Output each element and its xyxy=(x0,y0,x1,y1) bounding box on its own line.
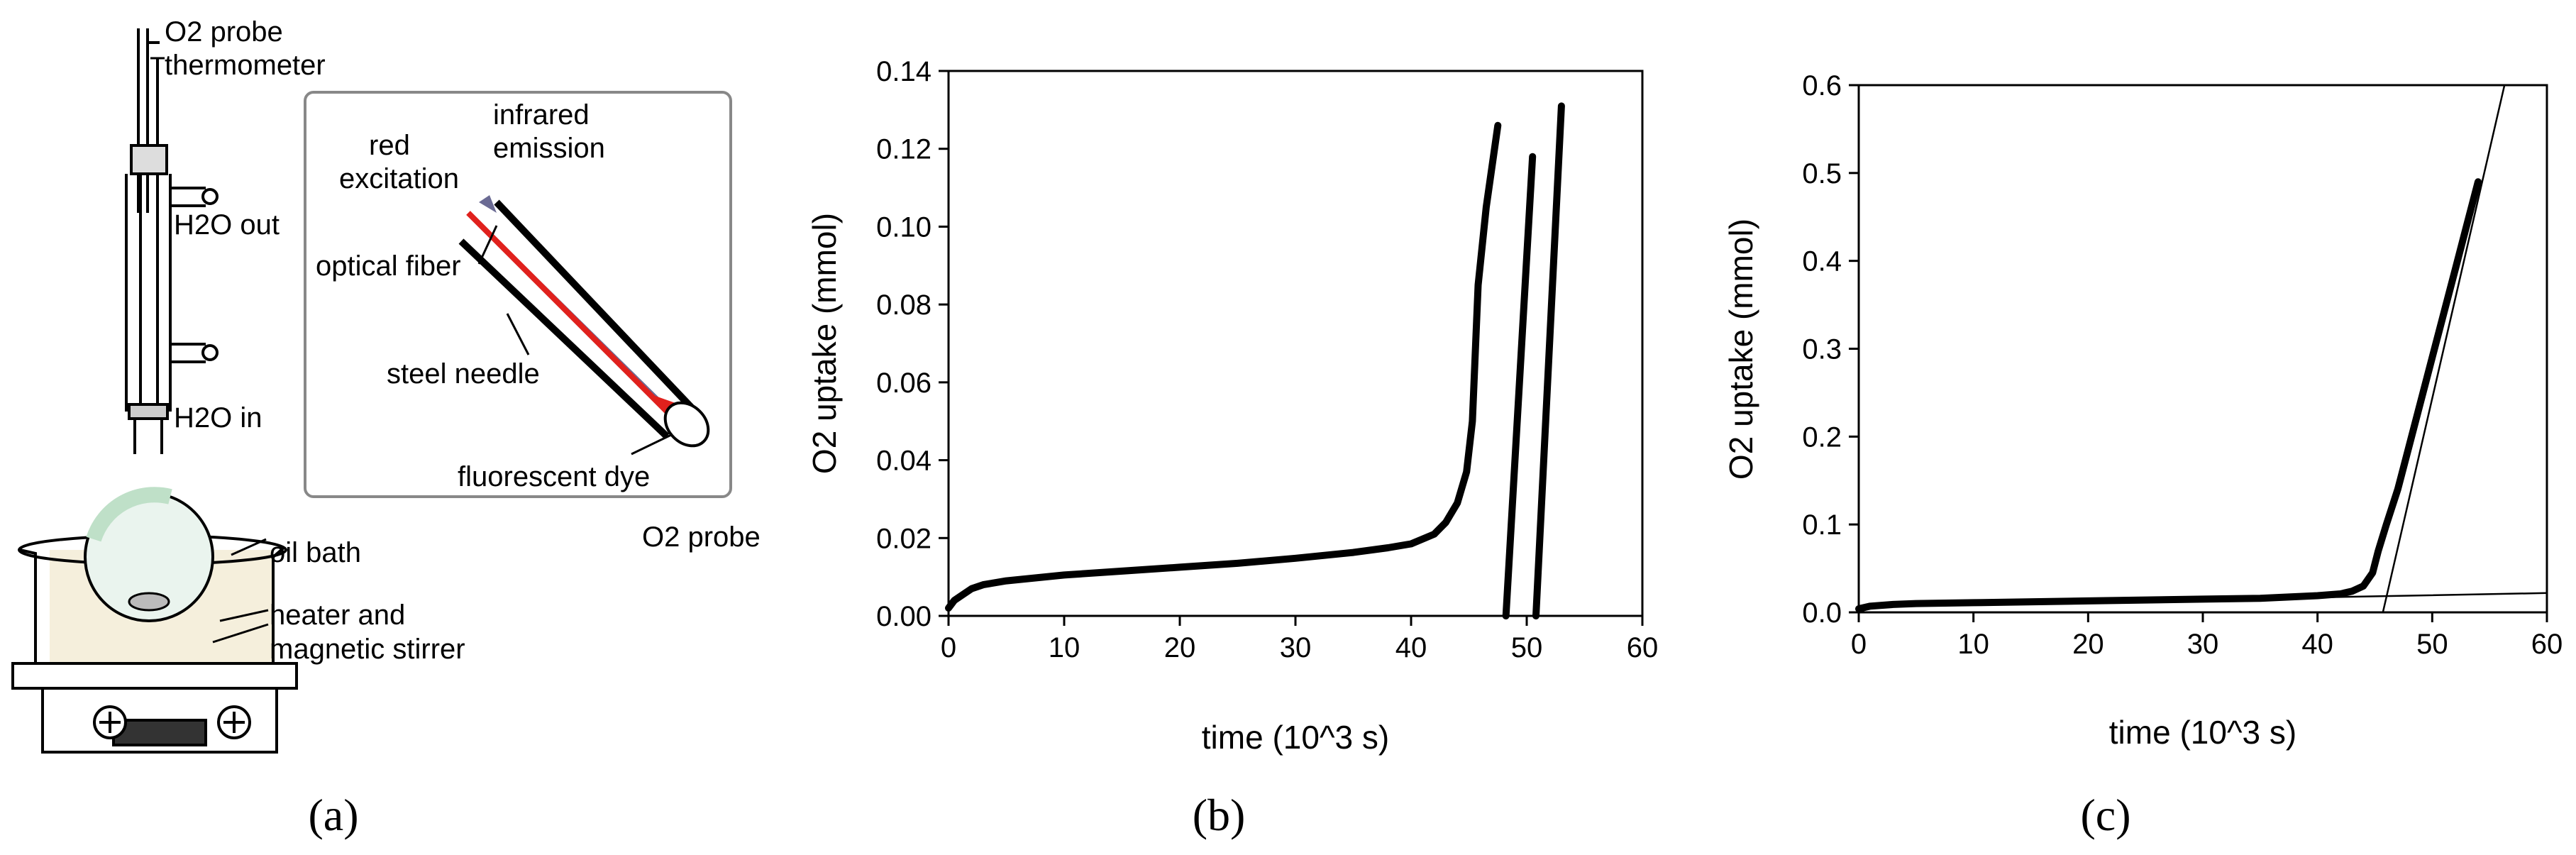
chart-c-y-tick-label: 0.5 xyxy=(1802,158,1842,189)
chart-b-y-tick-label: 0.00 xyxy=(876,601,932,632)
panel-a: O2 probe thermometer H2O out H2O in oil … xyxy=(11,16,761,840)
panel-letter-b: (b) xyxy=(1193,790,1246,840)
chart-c-y-tick-label: 0.2 xyxy=(1802,421,1842,453)
chart-b-y-tick-label: 0.12 xyxy=(876,134,932,165)
chart-b-x-tick-label: 40 xyxy=(1395,632,1427,663)
chart-c-series-2-line xyxy=(1857,592,2548,607)
chart-b-x-tick-label: 20 xyxy=(1164,632,1196,663)
inset-caption: O2 probe xyxy=(642,522,761,553)
chart-b-y-axis-title: O2 uptake (mmol) xyxy=(806,213,843,474)
label-heater-line2: magnetic stirrer xyxy=(270,634,465,665)
label-heater-line1: heater and xyxy=(270,600,405,631)
chart-c-ticks: 0 10 20 30 40 50 60 0.0 0.1 0.2 0.3 0.4 0.5 0.6 xyxy=(1802,70,2563,660)
chart-b-y-tick-label: 0.14 xyxy=(876,56,932,87)
chart-c-y-tick-label: 0.1 xyxy=(1802,509,1842,541)
chart-b-y-tick-label: 0.06 xyxy=(876,368,932,399)
chart-b: 0 10 20 30 40 50 60 0.00 0.02 0.04 0.06 0.08 0.10 0.1… xyxy=(806,56,1658,840)
chart-c-y-tick-label: 0.4 xyxy=(1802,246,1842,277)
apparatus-flask xyxy=(84,487,214,622)
chart-c-y-tick-label: 0.3 xyxy=(1802,334,1842,365)
apparatus-heater xyxy=(11,662,298,754)
chart-c-y-axis-title: O2 uptake (mmol) xyxy=(1723,219,1759,480)
chart-b-series-2-line xyxy=(1502,153,1537,619)
chart-c-x-tick-label: 0 xyxy=(1851,629,1867,660)
chart-b-ticks: 0 10 20 30 40 50 60 0.00 0.02 0.04 0.06 0.08 0.10 0.1… xyxy=(876,56,1658,663)
inset-needle-drawing xyxy=(458,195,710,448)
chart-c-x-tick-label: 40 xyxy=(2301,629,2333,660)
inset-label-optical-fiber: optical fiber xyxy=(316,250,461,282)
chart-c-x-tick-label: 30 xyxy=(2187,629,2219,660)
chart-b-x-tick-label: 10 xyxy=(1049,632,1080,663)
chart-b-x-tick-label: 50 xyxy=(1511,632,1543,663)
chart-c-x-tick-label: 10 xyxy=(1957,629,1989,660)
chart-b-y-tick-label: 0.02 xyxy=(876,523,932,554)
inset-label-red-2: excitation xyxy=(339,163,459,194)
chart-b-x-tick-label: 30 xyxy=(1280,632,1312,663)
chart-c-x-tick-label: 60 xyxy=(2531,629,2563,660)
chart-c-series-1-line xyxy=(1855,178,2482,612)
chart-b-series-1-line xyxy=(945,121,1502,612)
label-thermometer: thermometer xyxy=(165,50,326,81)
chart-c-x-tick-label: 50 xyxy=(2416,629,2448,660)
inset-label-infrared-1: infrared xyxy=(493,99,590,131)
chart-b-y-tick-label: 0.08 xyxy=(876,289,932,321)
panel-letter-c: (c) xyxy=(2080,790,2130,840)
inset-label-steel-needle: steel needle xyxy=(387,358,540,390)
chart-b-x-tick-label: 60 xyxy=(1627,632,1659,663)
apparatus-condenser xyxy=(125,144,219,454)
chart-c-series-3-line xyxy=(2382,84,2506,614)
label-h2o-out: H2O out xyxy=(174,209,280,241)
inset-label-infrared-2: emission xyxy=(493,133,605,164)
label-oil-bath: oil bath xyxy=(270,537,361,568)
label-o2-probe: O2 probe xyxy=(165,16,283,48)
chart-b-y-tick-label: 0.04 xyxy=(876,446,932,477)
chart-c: 0 10 20 30 40 50 60 0.0 0.1 0.2 0.3 0.4 0.5 0.6 time … xyxy=(1723,70,2563,840)
inset-label-red-1: red xyxy=(369,130,410,161)
inset-label-fluorescent-dye: fluorescent dye xyxy=(458,461,650,492)
apparatus-leader-lines xyxy=(150,57,269,644)
chart-b-x-axis-title: time (10^3 s) xyxy=(1202,719,1389,756)
chart-b-y-tick-label: 0.10 xyxy=(876,211,932,243)
chart-c-x-axis-title: time (10^3 s) xyxy=(2109,714,2296,751)
chart-c-y-tick-label: 0.6 xyxy=(1802,70,1842,101)
chart-b-series-3-line xyxy=(1532,102,1565,619)
inset-o2-probe: infrared emission red excitation optical… xyxy=(304,91,732,498)
chart-c-series xyxy=(1855,84,2548,614)
chart-c-y-tick-label: 0.0 xyxy=(1802,597,1842,629)
chart-b-series xyxy=(945,102,1565,619)
panel-letter-a: (a) xyxy=(308,790,358,840)
chart-c-x-tick-label: 20 xyxy=(2072,629,2104,660)
label-h2o-in: H2O in xyxy=(174,402,262,434)
chart-b-x-tick-label: 0 xyxy=(941,632,956,663)
